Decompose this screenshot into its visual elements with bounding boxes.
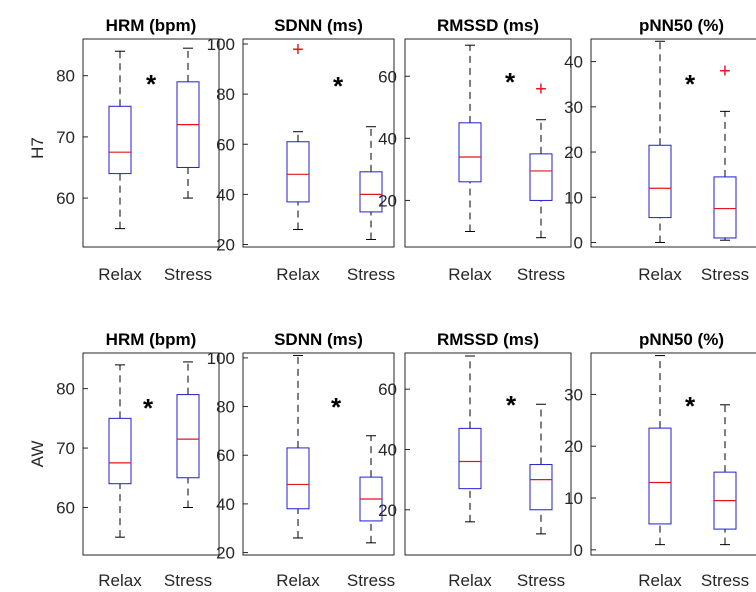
y-tick-label: 80 (56, 67, 75, 86)
panel-h7-2: SDNN (ms) 20 40 60 80 100 Relax Stress + * (207, 16, 395, 284)
box-iqr (286, 141, 310, 203)
axes-frame (590, 38, 756, 248)
y-tick-label: 10 (564, 188, 583, 207)
axes-frame (242, 38, 395, 248)
y-tick-label: 80 (216, 85, 235, 104)
panel-aw-4: pNN50 (%) 0 10 20 30 Relax Stress * (564, 330, 756, 590)
x-tick-label: Stress (164, 265, 212, 284)
box-iqr (108, 417, 132, 485)
y-tick-label: 30 (564, 385, 583, 404)
y-tick-label: 80 (216, 398, 235, 417)
x-tick-label: Relax (98, 571, 142, 590)
x-tick-label: Stress (701, 571, 749, 590)
x-tick-label: Stress (347, 265, 395, 284)
panels-group: HRM (bpm) 60 70 80 Relax Stress * SDNN (ms) 20 40… (56, 16, 756, 590)
panel-title: SDNN (ms) (274, 330, 363, 349)
x-tick-label: Stress (347, 571, 395, 590)
box-iqr (458, 427, 482, 490)
box-iqr (648, 144, 672, 219)
y-tick-label: 20 (378, 191, 397, 210)
panel-h7-3: RMSSD (ms) 20 40 60 Relax Stress + * (378, 16, 572, 284)
panel-title: RMSSD (ms) (437, 330, 539, 349)
box-iqr (458, 122, 482, 183)
significance-star: * (685, 69, 696, 99)
box-iqr (108, 105, 132, 175)
y-tick-label: 20 (216, 544, 235, 563)
panel-h7-1: HRM (bpm) 60 70 80 Relax Stress * (56, 16, 220, 284)
x-tick-label: Stress (517, 265, 565, 284)
y-tick-label: 40 (216, 495, 235, 514)
y-tick-label: 70 (56, 128, 75, 147)
x-tick-label: Relax (638, 265, 682, 284)
panel-title: HRM (bpm) (106, 330, 197, 349)
x-tick-label: Stress (517, 571, 565, 590)
x-tick-label: Relax (276, 265, 320, 284)
significance-star: * (143, 393, 154, 423)
y-tick-label: 20 (378, 501, 397, 520)
significance-star: * (333, 71, 344, 101)
box-iqr (176, 394, 200, 479)
y-tick-label: 60 (56, 498, 75, 517)
panel-aw-3: RMSSD (ms) 20 40 60 Relax Stress * (378, 330, 572, 590)
y-tick-label: 0 (574, 233, 583, 252)
y-tick-label: 40 (564, 53, 583, 72)
y-tick-label: 70 (56, 439, 75, 458)
axes-frame (242, 352, 395, 556)
y-tick-label: 60 (216, 135, 235, 154)
panel-title: RMSSD (ms) (437, 16, 539, 35)
panel-title: HRM (bpm) (106, 16, 197, 35)
y-tick-label: 80 (56, 380, 75, 399)
y-tick-label: 60 (378, 67, 397, 86)
x-tick-label: Relax (448, 571, 492, 590)
y-tick-label: 40 (216, 185, 235, 204)
box-iqr (648, 427, 672, 525)
panel-aw-1: HRM (bpm) 60 70 80 Relax Stress * (56, 330, 220, 590)
y-tick-label: 100 (207, 35, 235, 54)
y-tick-label: 40 (378, 440, 397, 459)
axes-frame (590, 352, 756, 556)
row-label-aw: AW (28, 441, 47, 468)
y-tick-label: 20 (564, 437, 583, 456)
row-label-h7: H7 (28, 137, 47, 159)
axes-frame (82, 352, 220, 556)
axes-frame (404, 38, 572, 248)
outlier-marker: + (719, 61, 731, 83)
axes-frame (404, 352, 572, 556)
y-tick-label: 60 (378, 380, 397, 399)
y-tick-label: 20 (564, 143, 583, 162)
y-tick-label: 0 (574, 541, 583, 560)
box-iqr (529, 153, 553, 201)
x-tick-label: Stress (701, 265, 749, 284)
axes-frame (82, 38, 220, 248)
y-tick-label: 40 (378, 129, 397, 148)
x-tick-label: Relax (276, 571, 320, 590)
significance-star: * (506, 390, 517, 420)
x-tick-label: Relax (98, 265, 142, 284)
y-tick-label: 100 (207, 349, 235, 368)
significance-star: * (331, 392, 342, 422)
panel-title: SDNN (ms) (274, 16, 363, 35)
significance-star: * (146, 69, 157, 99)
box-iqr (529, 464, 553, 511)
box-iqr (286, 447, 310, 510)
box-iqr (713, 176, 737, 239)
y-tick-label: 60 (216, 446, 235, 465)
significance-star: * (505, 67, 516, 97)
y-tick-label: 20 (216, 235, 235, 254)
panel-aw-2: SDNN (ms) 20 40 60 80 100 Relax Stress * (207, 330, 395, 590)
y-tick-label: 60 (56, 189, 75, 208)
outlier-marker: + (292, 39, 304, 61)
panel-h7-4: pNN50 (%) 0 10 20 30 40 Relax Stress + * (564, 16, 756, 284)
y-tick-label: 10 (564, 489, 583, 508)
x-tick-label: Relax (448, 265, 492, 284)
y-tick-label: 30 (564, 98, 583, 117)
panel-title: pNN50 (%) (639, 330, 724, 349)
x-tick-label: Stress (164, 571, 212, 590)
outlier-marker: + (535, 79, 547, 101)
box-iqr (359, 171, 383, 213)
x-tick-label: Relax (638, 571, 682, 590)
significance-star: * (685, 391, 696, 421)
panel-title: pNN50 (%) (639, 16, 724, 35)
